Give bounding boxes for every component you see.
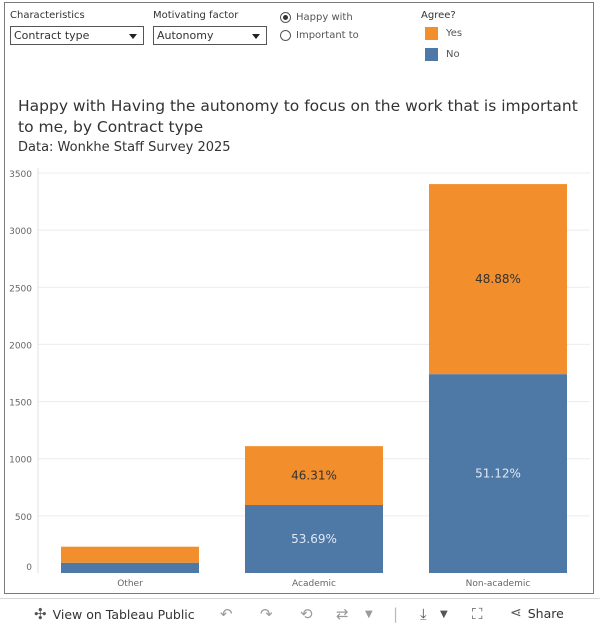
y-tick-label: 1000 xyxy=(9,456,32,466)
share-icon: ⋖ xyxy=(510,605,522,621)
y-tick-label: 3000 xyxy=(9,227,32,237)
chart-subtitle: Data: Wonkhe Staff Survey 2025 xyxy=(18,140,231,155)
bar-no-non-academic xyxy=(429,374,567,573)
y-tick-label: 0 xyxy=(26,563,32,573)
chevron-down-icon xyxy=(252,34,260,39)
radio-important-to-label: Important to xyxy=(296,30,359,41)
x-tick-label: Academic xyxy=(292,579,336,589)
data-label: 53.69% xyxy=(291,532,337,546)
view-on-tableau-button[interactable]: ✣ View on Tableau Public xyxy=(34,605,195,623)
fullscreen-icon[interactable]: ⛶ xyxy=(472,605,483,623)
bar-yes-other xyxy=(61,546,199,563)
tableau-toolbar: ✣ View on Tableau Public ↶ ↷ ⟲ ⇄ ▼ | ⤓ ▼… xyxy=(0,598,600,628)
legend-item-yes[interactable]: Yes xyxy=(425,27,462,40)
chevron-down-icon xyxy=(129,34,137,39)
legend-swatch-no xyxy=(425,48,438,61)
y-tick-label: 1500 xyxy=(9,399,32,409)
radio-selected-icon xyxy=(280,12,291,23)
characteristics-dropdown[interactable]: Contract type xyxy=(10,26,144,45)
tableau-logo-icon: ✣ xyxy=(34,605,47,623)
download-icon[interactable]: ⤓ xyxy=(420,605,427,623)
chevron-down-icon[interactable]: ▼ xyxy=(440,609,448,620)
redo-icon[interactable]: ↷ xyxy=(260,605,273,623)
legend-label-yes: Yes xyxy=(446,28,463,39)
undo-icon[interactable]: ↶ xyxy=(220,605,233,623)
revert-icon[interactable]: ⟲ xyxy=(300,605,313,623)
y-tick-label: 3500 xyxy=(9,170,32,180)
legend-title: Agree? xyxy=(421,10,456,21)
data-label: 51.12% xyxy=(475,467,521,481)
share-label: Share xyxy=(527,605,564,621)
radio-important-to[interactable]: Important to xyxy=(280,30,359,41)
bar-yes-non-academic xyxy=(429,184,567,375)
y-tick-label: 2500 xyxy=(9,284,32,294)
x-tick-label: Non-academic xyxy=(466,579,531,589)
motivating-factor-dropdown[interactable]: Autonomy xyxy=(153,26,267,45)
y-tick-label: 500 xyxy=(15,513,32,523)
y-tick-label: 2000 xyxy=(9,341,32,351)
refresh-icon[interactable]: ⇄ xyxy=(336,605,349,623)
motivating-factor-label: Motivating factor xyxy=(153,10,239,21)
legend-label-no: No xyxy=(446,49,460,60)
motivating-factor-value: Autonomy xyxy=(157,29,214,42)
data-label: 46.31% xyxy=(291,469,337,483)
viz-frame: Characteristics Contract type Motivating… xyxy=(4,2,594,594)
chart-title: Happy with Having the autonomy to focus … xyxy=(18,97,578,136)
toolbar-divider: | xyxy=(393,605,399,623)
chevron-down-icon[interactable]: ▼ xyxy=(365,609,373,620)
data-label: 48.88% xyxy=(475,272,521,286)
bar-no-academic xyxy=(245,505,383,573)
bar-yes-academic xyxy=(245,446,383,505)
bar-no-other xyxy=(61,562,199,573)
x-tick-label: Other xyxy=(117,579,143,589)
radio-happy-with-label: Happy with xyxy=(296,12,353,23)
legend-item-no[interactable]: No xyxy=(425,48,460,61)
characteristics-label: Characteristics xyxy=(10,10,85,21)
share-button[interactable]: ⋖ Share xyxy=(510,605,564,621)
stacked-bar-chart: 0 500 1000 1500 2000 2500 3000 3500 Other 53.69% 4… xyxy=(9,168,590,589)
radio-unselected-icon xyxy=(280,30,291,41)
view-on-tableau-label: View on Tableau Public xyxy=(52,606,195,622)
characteristics-value: Contract type xyxy=(14,29,90,42)
legend-swatch-yes xyxy=(425,27,438,40)
radio-happy-with[interactable]: Happy with xyxy=(280,12,353,23)
